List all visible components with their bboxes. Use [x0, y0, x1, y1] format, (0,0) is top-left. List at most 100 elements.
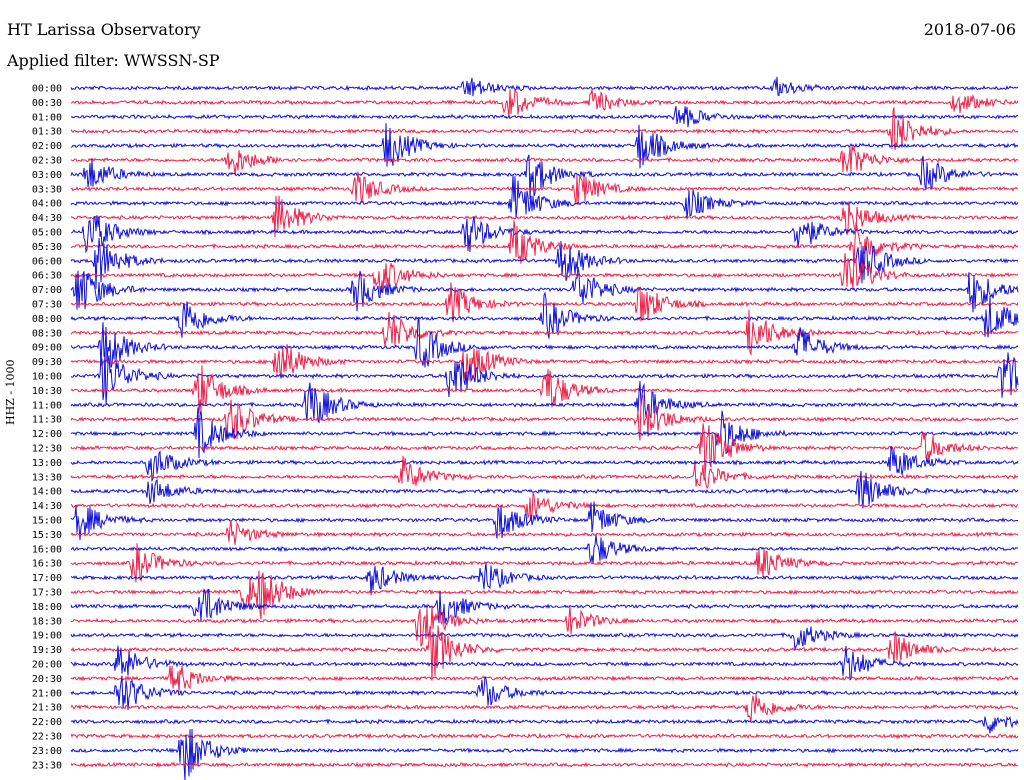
trace-row-1730 [70, 570, 1019, 620]
row-time-label: 18:00 [32, 602, 62, 613]
time-labels: 00:00 00:30 01:00 01:30 02:00 02:30 03:00 03:30… [32, 84, 62, 772]
trace-row-1500 [70, 501, 1019, 541]
traces [70, 76, 1019, 780]
trace-row-1600 [70, 534, 1019, 564]
trace-row-1830 [70, 605, 1019, 648]
trace-row-0400 [70, 174, 1019, 220]
row-time-label: 01:30 [32, 127, 62, 138]
trace-row-0930 [70, 344, 1019, 381]
row-time-label: 01:00 [32, 112, 62, 123]
trace-row-1630 [70, 543, 1019, 583]
trace-row-0130 [70, 107, 1019, 150]
trace-row-1400 [70, 470, 1019, 509]
row-time-label: 00:00 [32, 84, 62, 95]
date-label: 2018-07-06 [923, 20, 1016, 39]
trace-row-2100 [70, 675, 1019, 711]
trace-row-0430 [70, 195, 1019, 238]
trace-row-1430 [70, 491, 1019, 521]
trace-row-0500 [70, 215, 1019, 254]
row-time-label: 22:30 [32, 732, 62, 743]
trace-row-2200 [70, 715, 1019, 734]
row-time-label: 09:30 [32, 357, 62, 368]
trace-row-1030 [70, 365, 1019, 414]
trace-row-2300 [70, 728, 1019, 780]
row-time-label: 16:00 [32, 544, 62, 555]
filter-label: Applied filter: WWSSN-SP [7, 51, 220, 70]
trace-row-2230 [70, 732, 1019, 740]
trace-row-0000 [70, 76, 1019, 97]
row-time-label: 07:00 [32, 285, 62, 296]
row-time-label: 20:00 [32, 660, 62, 671]
row-time-label: 16:30 [32, 559, 62, 570]
row-time-label: 22:00 [32, 717, 62, 728]
row-time-label: 10:30 [32, 386, 62, 397]
trace-row-0830 [70, 309, 1019, 357]
row-time-label: 19:00 [32, 631, 62, 642]
row-time-label: 03:30 [32, 184, 62, 195]
row-time-label: 08:30 [32, 328, 62, 339]
row-time-label: 02:30 [32, 156, 62, 167]
trace-row-2000 [70, 645, 1019, 681]
trace-row-1800 [70, 588, 1019, 624]
row-time-label: 14:00 [32, 487, 62, 498]
row-time-label: 17:30 [32, 588, 62, 599]
trace-row-2130 [70, 694, 1019, 722]
row-time-label: 06:30 [32, 271, 62, 282]
trace-row-1230 [70, 423, 1019, 479]
row-time-label: 15:30 [32, 530, 62, 541]
trace-row-2330 [70, 761, 1019, 769]
trace-row-1130 [70, 392, 1019, 441]
trace-row-1530 [70, 520, 1019, 545]
trace-row-1700 [70, 562, 1019, 596]
row-time-label: 12:00 [32, 429, 62, 440]
row-time-label: 21:00 [32, 688, 62, 699]
row-time-label: 13:30 [32, 472, 62, 483]
trace-row-1000 [70, 347, 1019, 405]
row-time-label: 05:00 [32, 228, 62, 239]
row-time-label: 05:30 [32, 242, 62, 253]
row-time-label: 10:00 [32, 372, 62, 383]
row-time-label: 04:30 [32, 213, 62, 224]
row-time-label: 13:00 [32, 458, 62, 469]
row-time-label: 12:30 [32, 444, 62, 455]
row-time-label: 17:00 [32, 573, 62, 584]
trace-row-0600 [70, 238, 1019, 289]
trace-row-1300 [70, 445, 1019, 483]
row-time-label: 11:00 [32, 400, 62, 411]
row-time-label: 23:00 [32, 746, 62, 757]
trace-row-0200 [70, 123, 1019, 169]
row-time-label: 23:30 [32, 760, 62, 771]
trace-row-0100 [70, 105, 1019, 128]
trace-row-0230 [70, 145, 1019, 176]
trace-row-0330 [70, 171, 1019, 206]
row-time-label: 09:00 [32, 343, 62, 354]
trace-row-0030 [70, 88, 1019, 117]
row-time-label: 07:30 [32, 300, 62, 311]
row-time-label: 00:30 [32, 98, 62, 109]
row-time-label: 08:00 [32, 314, 62, 325]
row-time-label: 15:00 [32, 516, 62, 527]
row-time-label: 11:30 [32, 415, 62, 426]
row-time-label: 02:00 [32, 141, 62, 152]
trace-row-0630 [70, 253, 1019, 294]
row-time-label: 21:30 [32, 703, 62, 714]
trace-row-0700 [70, 266, 1019, 313]
row-time-label: 19:30 [32, 645, 62, 656]
row-time-label: 14:30 [32, 501, 62, 512]
trace-row-1100 [70, 381, 1019, 424]
row-time-label: 03:00 [32, 170, 62, 181]
trace-row-1900 [70, 626, 1019, 651]
trace-row-0730 [70, 282, 1019, 323]
row-time-label: 20:30 [32, 674, 62, 685]
row-time-label: 06:00 [32, 256, 62, 267]
trace-row-0300 [70, 154, 1019, 200]
trace-row-1200 [70, 407, 1019, 458]
trace-row-2030 [70, 665, 1019, 693]
trace-row-1930 [70, 625, 1019, 681]
station-title: HT Larissa Observatory [7, 20, 201, 39]
row-time-label: 18:30 [32, 616, 62, 627]
trace-row-0530 [70, 220, 1019, 266]
row-time-label: 04:00 [32, 199, 62, 210]
trace-row-0800 [70, 291, 1019, 339]
